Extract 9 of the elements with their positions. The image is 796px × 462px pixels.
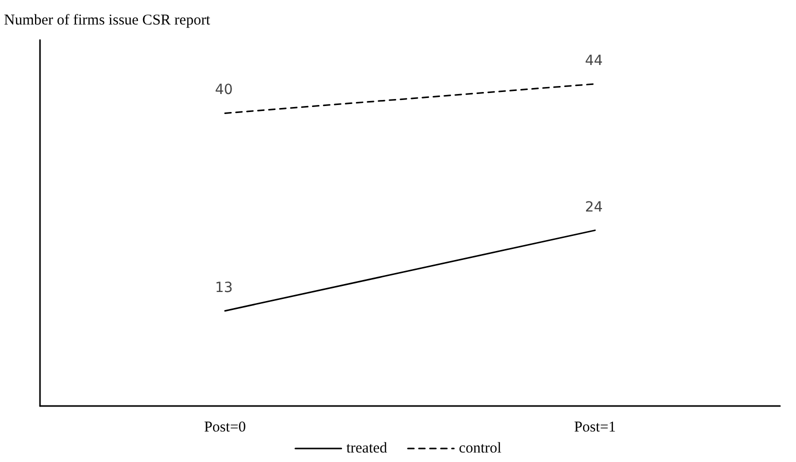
x-tick-label: Post=0 <box>204 420 246 436</box>
x-tick-label: Post=1 <box>574 420 616 436</box>
data-label: 24 <box>585 199 603 216</box>
legend-label: control <box>458 440 502 456</box>
legend-label: treated <box>346 440 388 456</box>
data-label: 44 <box>585 52 603 69</box>
data-label: 13 <box>215 280 233 296</box>
y-axis-title: Number of firms issue CSR report <box>4 12 212 28</box>
data-label: 40 <box>215 82 233 98</box>
